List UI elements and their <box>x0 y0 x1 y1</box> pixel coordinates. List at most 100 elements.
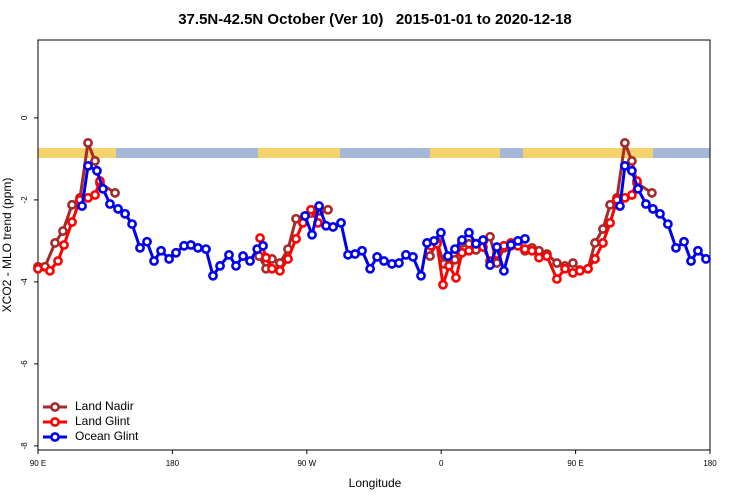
data-point <box>443 251 453 261</box>
data-point <box>464 245 474 256</box>
data-point <box>633 183 643 194</box>
data-point <box>201 244 211 254</box>
data-point <box>215 261 225 271</box>
data-point <box>120 208 130 219</box>
data-point <box>641 199 651 209</box>
y-tick-label: -2 <box>20 196 29 204</box>
data-point <box>193 242 203 253</box>
data-point <box>50 238 60 248</box>
data-point <box>275 265 285 276</box>
data-point <box>59 240 69 250</box>
data-point <box>357 245 367 256</box>
data-point <box>583 263 593 274</box>
map-band <box>38 148 710 158</box>
data-point <box>231 261 241 271</box>
data-point <box>58 226 68 236</box>
data-point <box>258 240 268 251</box>
land-band <box>258 148 340 158</box>
data-point <box>626 190 637 200</box>
data-point <box>261 252 271 263</box>
land-band <box>38 148 116 158</box>
data-point <box>323 204 333 215</box>
data-point <box>267 263 277 274</box>
data-point <box>693 245 703 256</box>
data-point <box>372 251 383 262</box>
data-point <box>291 233 301 244</box>
data-point <box>450 254 460 265</box>
x-tick-label: 90 W <box>297 459 316 468</box>
data-point <box>408 251 418 262</box>
data-point <box>92 165 102 176</box>
data-point <box>336 217 346 228</box>
y-tick-label: -6 <box>20 360 29 368</box>
x-tick-label: 90 E <box>567 459 583 468</box>
data-point <box>534 252 544 263</box>
y-tick-label: -4 <box>20 278 29 286</box>
data-point <box>471 238 481 249</box>
data-point <box>605 217 615 228</box>
data-point <box>436 227 446 238</box>
data-point <box>444 261 454 271</box>
data-point <box>560 263 570 274</box>
data-point <box>626 165 637 176</box>
data-point <box>283 254 293 264</box>
data-point <box>83 160 93 171</box>
legend-marker <box>50 417 60 427</box>
data-point <box>552 258 562 268</box>
data-point <box>306 204 316 215</box>
data-point <box>701 254 711 264</box>
data-point <box>686 256 696 266</box>
legend-label: Ocean Glint <box>75 429 139 443</box>
data-point <box>255 233 265 243</box>
data-point <box>314 201 324 211</box>
data-point <box>127 219 137 229</box>
legend-label: Land Nadir <box>75 399 134 413</box>
data-point <box>90 156 100 166</box>
data-point <box>110 188 120 198</box>
data-point <box>113 204 123 214</box>
data-point <box>485 260 495 270</box>
data-point <box>568 258 578 268</box>
data-point <box>619 160 630 171</box>
data-point <box>527 245 537 256</box>
data-point <box>615 201 625 211</box>
data-point <box>164 254 175 264</box>
data-point <box>425 251 435 261</box>
data-point <box>379 256 389 266</box>
data-point <box>171 247 181 258</box>
data-point <box>149 256 159 266</box>
data-point <box>67 217 77 227</box>
data-point <box>647 188 657 198</box>
data-point <box>429 235 439 246</box>
data-point <box>648 204 658 214</box>
x-tick-label: 180 <box>166 459 180 468</box>
data-point <box>45 265 55 276</box>
plot-frame <box>37 39 711 451</box>
data-point <box>365 263 376 274</box>
legend-label: Land Glint <box>75 414 130 428</box>
ocean-band <box>38 148 710 158</box>
data-point <box>438 279 448 290</box>
data-point <box>671 242 681 253</box>
data-point <box>135 242 145 253</box>
data-point <box>53 256 63 266</box>
data-point <box>328 222 338 232</box>
data-point <box>307 229 317 240</box>
data-point <box>245 256 255 266</box>
data-point <box>33 263 43 274</box>
data-point <box>224 249 234 260</box>
land-band <box>523 148 653 158</box>
data-point <box>142 236 152 247</box>
data-point <box>90 190 100 200</box>
data-point <box>590 238 600 248</box>
data-point <box>552 274 562 284</box>
data-point <box>590 254 600 264</box>
data-point <box>105 199 115 209</box>
data-point <box>451 272 461 283</box>
legend-marker <box>50 432 60 442</box>
data-point <box>83 138 93 148</box>
data-point <box>619 138 630 148</box>
legend-marker <box>50 402 60 412</box>
